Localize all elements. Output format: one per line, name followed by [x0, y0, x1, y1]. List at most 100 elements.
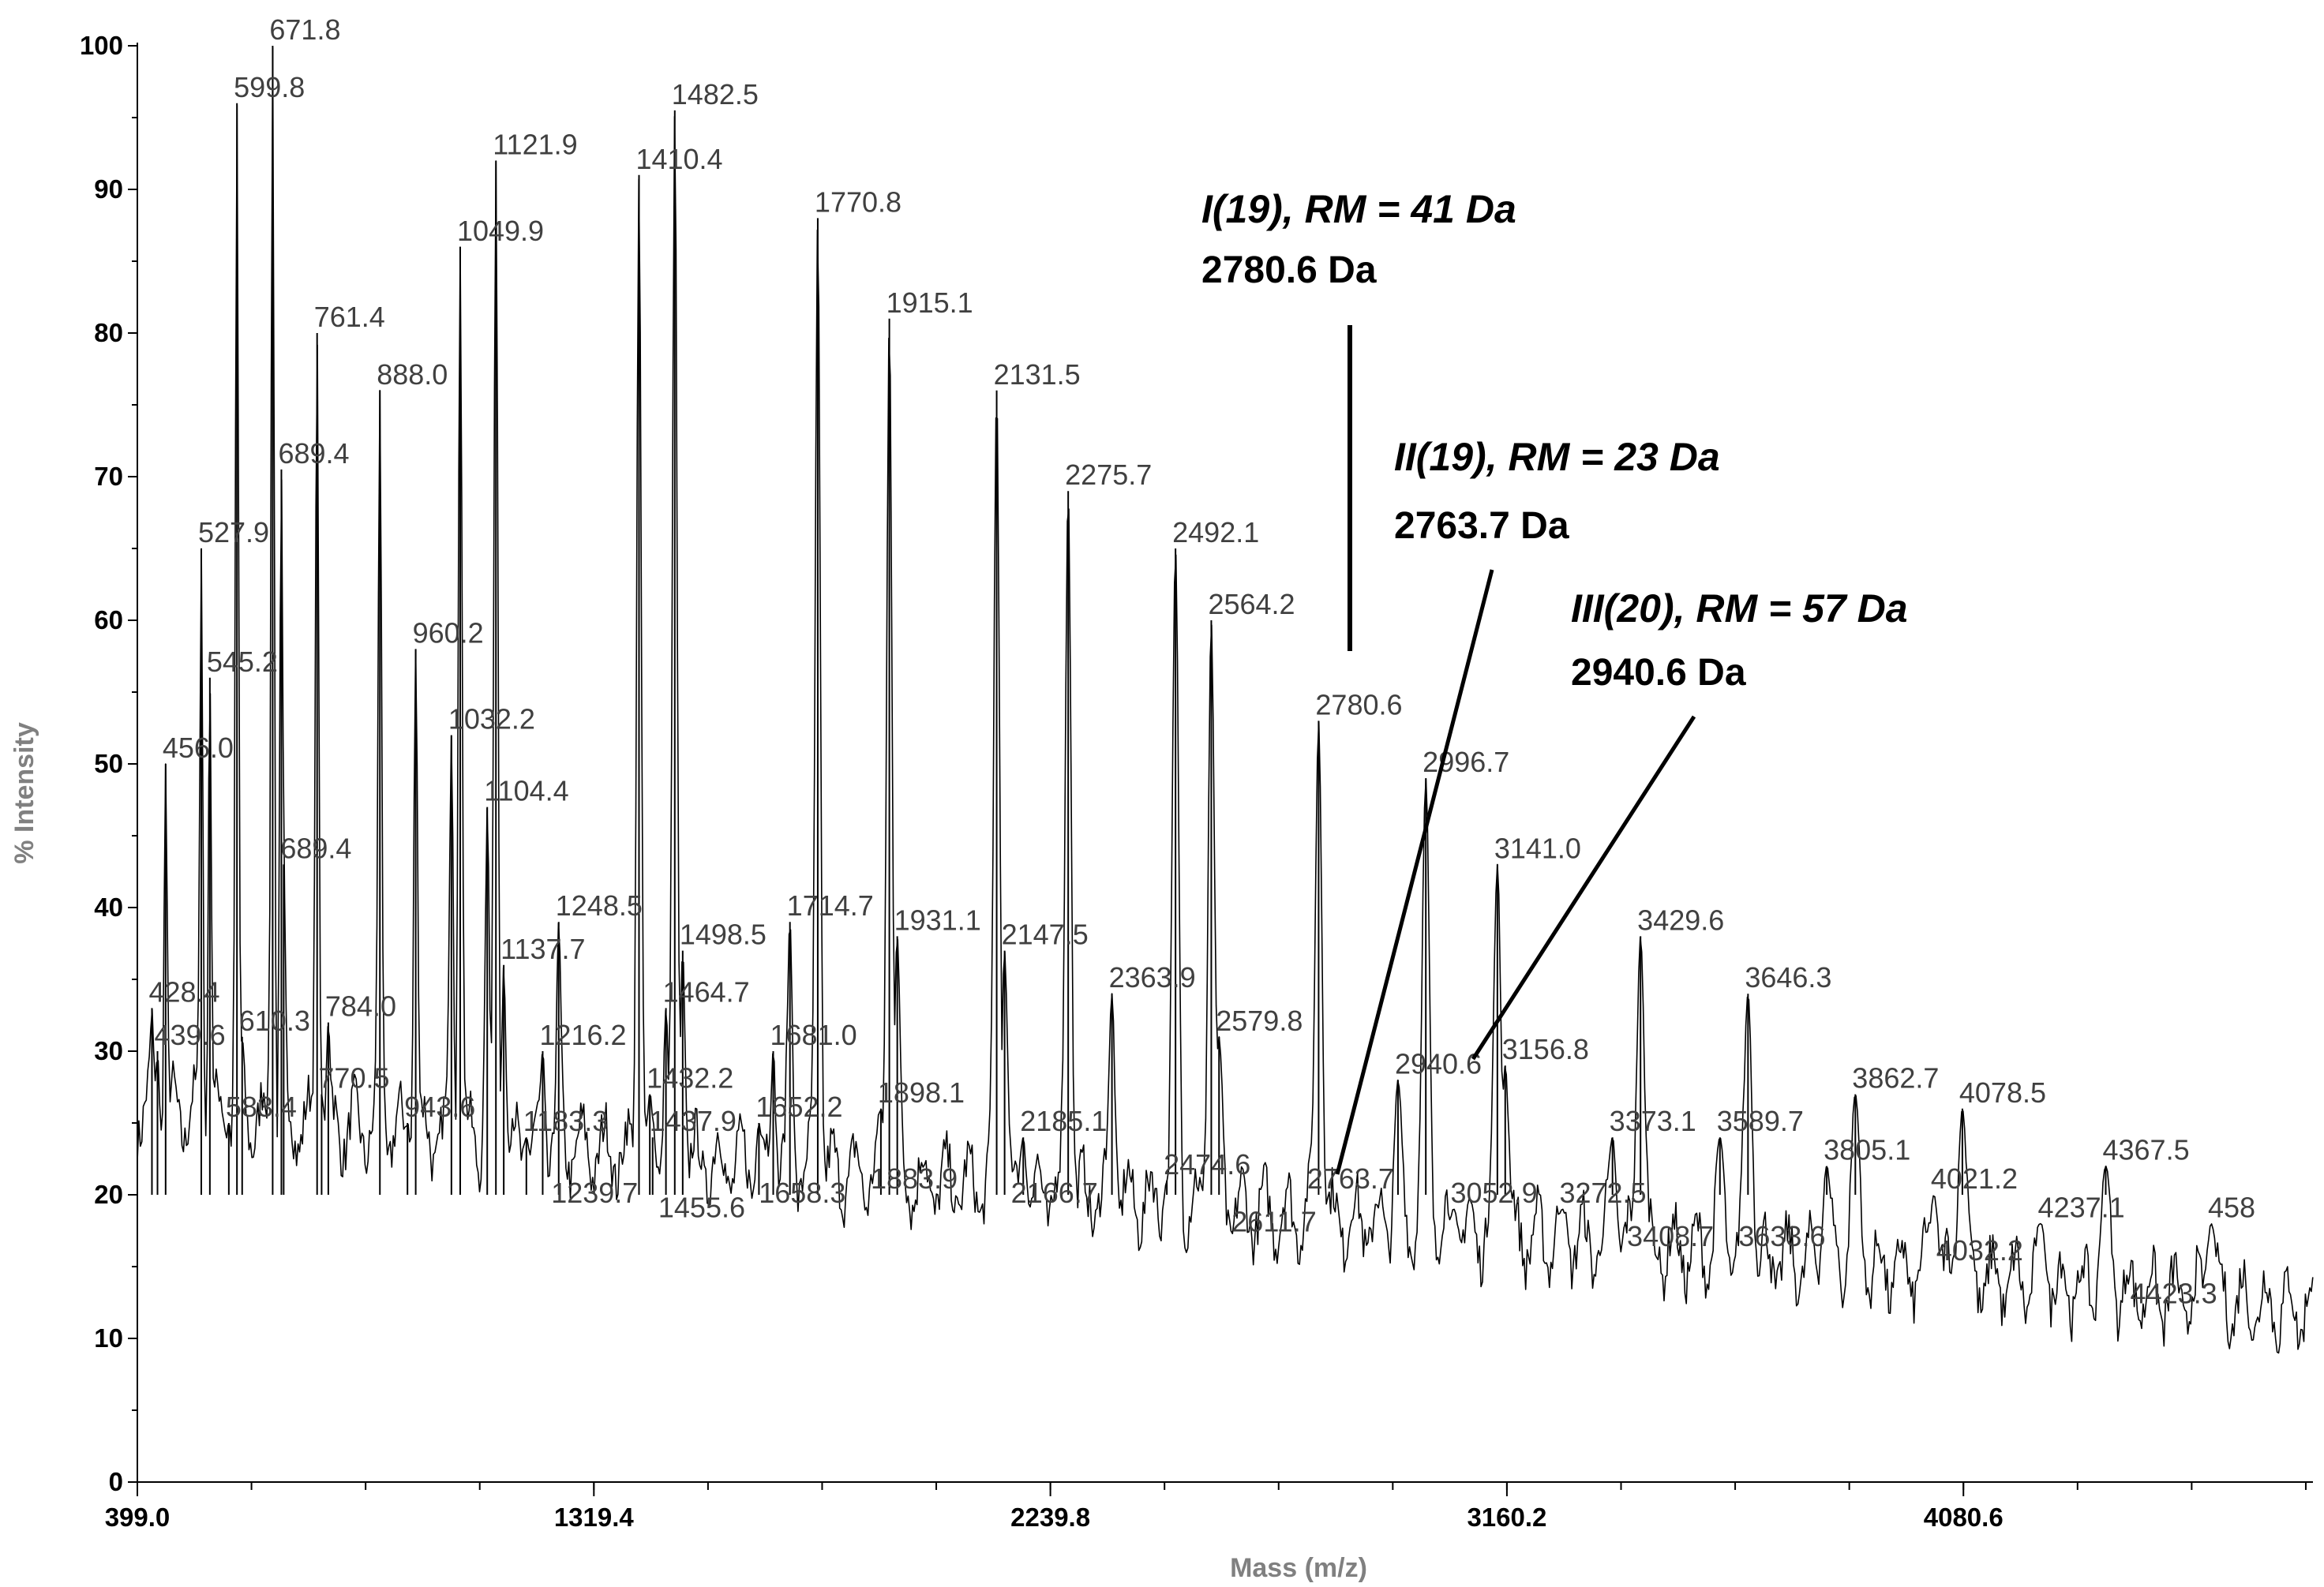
peak-label: 610.3	[239, 1005, 310, 1037]
annotation-title: I(19), RM = 41 Da	[1201, 187, 1516, 231]
peak-label: 2363.9	[1109, 961, 1196, 994]
peak-label: 1049.9	[457, 215, 544, 247]
peak-label: 2996.7	[1423, 746, 1509, 778]
y-axis-label: % Intensity	[9, 722, 39, 864]
peak-label: 3589.7	[1717, 1105, 1804, 1137]
peak-label: 456.0	[163, 732, 234, 764]
annotations: I(19), RM = 41 Da 2780.6 Da II(19), RM = 2…	[1201, 187, 1908, 1175]
peak-label: 2131.5	[994, 358, 1081, 391]
peak-label: 2185.1	[1020, 1105, 1107, 1137]
peak-label: 3429.6	[1637, 904, 1724, 936]
y-axis: 0 10 20 30 40 50 60 70 80 90 100	[80, 31, 138, 1496]
peak-labels: 428.4 439.6 456.0 527.9 545.2 583.4 599.8 610.3…	[148, 13, 2255, 1310]
annotation-title: II(19), RM = 23 Da	[1394, 435, 1720, 479]
peak-label: 671.8	[269, 13, 340, 46]
peak-label: 545.2	[207, 646, 278, 678]
y-tick-label: 0	[109, 1467, 123, 1496]
peak-label: 3862.7	[1852, 1062, 1939, 1095]
peak-label: 1464.7	[663, 975, 750, 1008]
x-tick-label: 2239.8	[1010, 1503, 1090, 1532]
peak-label: 1498.5	[680, 919, 767, 951]
x-tick-label: 399.0	[105, 1503, 171, 1532]
peak-label: 458	[2208, 1191, 2255, 1223]
peak-label: 3052.9	[1450, 1177, 1537, 1209]
peak-label: 1898.1	[878, 1076, 965, 1109]
peak-label: 4078.5	[1959, 1076, 2046, 1109]
peak-label: 2611.7	[1231, 1206, 1316, 1238]
peak-label: 1437.9	[650, 1105, 737, 1137]
peak-label: 2275.7	[1065, 459, 1152, 491]
peak-label: 689.4	[280, 832, 351, 864]
peak-label: 2763.7	[1307, 1162, 1394, 1195]
peak-label: 4367.5	[2102, 1134, 2189, 1166]
peak-label: 1658.3	[759, 1177, 845, 1209]
peak-label: 1482.5	[672, 78, 759, 110]
peak-label: 2166.7	[1011, 1177, 1098, 1209]
y-tick-label: 80	[94, 318, 123, 347]
y-tick-label: 70	[94, 462, 123, 491]
peak-label: 583.4	[226, 1091, 297, 1123]
peak-label: 4021.2	[1931, 1162, 2018, 1195]
peak-label: 784.0	[325, 990, 396, 1023]
peak-label: 3646.3	[1745, 961, 1831, 994]
x-tick-label: 3160.2	[1467, 1503, 1546, 1532]
annotation-title: III(20), RM = 57 Da	[1571, 586, 1908, 631]
peak-label: 1681.0	[770, 1019, 857, 1051]
peak-label: 1883.9	[871, 1162, 958, 1195]
peak-label: 3408.7	[1627, 1220, 1714, 1252]
peak-label: 2474.6	[1164, 1148, 1250, 1181]
annotation-mass: 2780.6 Da	[1201, 249, 1377, 291]
annotation-pointer	[1471, 715, 1696, 1061]
annotation-pointer	[1335, 569, 1494, 1175]
x-tick-label: 4080.6	[1924, 1503, 2004, 1532]
peak-label: 943.6	[404, 1091, 475, 1123]
peak-label: 1652.2	[755, 1091, 842, 1123]
peak-label: 1931.1	[894, 904, 981, 936]
spectrum-line	[137, 47, 2314, 1354]
spectrum-trace	[137, 46, 2314, 1354]
peak-label: 4032.2	[1936, 1234, 2023, 1267]
peak-label: 1104.4	[484, 775, 568, 807]
peak-label: 1455.6	[658, 1191, 745, 1223]
peak-label: 2780.6	[1315, 688, 1402, 721]
peak-label: 1137.7	[500, 933, 585, 965]
peak-label: 2492.1	[1172, 516, 1259, 548]
peak-label: 2564.2	[1208, 588, 1295, 620]
peak-label: 3141.0	[1494, 832, 1581, 864]
peak-label: 770.5	[318, 1062, 389, 1095]
peak-label: 2940.6	[1395, 1047, 1482, 1080]
peak-label: 2147.5	[1002, 919, 1089, 951]
annotation-mass: 2940.6 Da	[1571, 652, 1746, 694]
peak-label: 689.4	[278, 437, 349, 470]
peak-label: 1239.7	[551, 1177, 638, 1209]
peak-label: 1770.8	[815, 185, 901, 218]
peak-label: 1121.9	[493, 129, 577, 161]
peak-label: 761.4	[314, 301, 385, 333]
peak-label: 1216.2	[539, 1019, 626, 1051]
y-tick-label: 90	[94, 174, 123, 204]
peak-label: 1248.5	[556, 889, 643, 922]
peak-label: 3373.1	[1610, 1105, 1696, 1137]
peak-label: 1915.1	[886, 286, 973, 319]
peak-label: 888.0	[377, 358, 448, 391]
peak-label: 3272.5	[1559, 1177, 1646, 1209]
annotation-mass: 2763.7 Da	[1394, 505, 1569, 547]
peak-label: 3633.6	[1738, 1220, 1825, 1252]
peak-label: 2579.8	[1216, 1005, 1303, 1037]
y-tick-label: 20	[94, 1180, 123, 1209]
peak-label: 599.8	[234, 71, 305, 103]
peak-label: 1032.2	[448, 703, 535, 735]
x-axis: 399.0 1319.4 2239.8 3160.2 4080.6	[105, 1481, 2313, 1532]
y-tick-label: 40	[94, 893, 123, 922]
y-tick-label: 60	[94, 605, 123, 634]
peak-label: 3805.1	[1824, 1134, 1910, 1166]
peak-label: 960.2	[413, 616, 484, 649]
peak-label: 428.4	[148, 975, 219, 1008]
peak-label: 1410.4	[635, 143, 722, 175]
peak-label: 439.6	[155, 1019, 226, 1051]
peak-label: 3156.8	[1502, 1033, 1589, 1065]
y-tick-label: 50	[94, 749, 123, 778]
x-axis-label: Mass (m/z)	[1230, 1553, 1367, 1583]
y-tick-label: 30	[94, 1036, 123, 1065]
